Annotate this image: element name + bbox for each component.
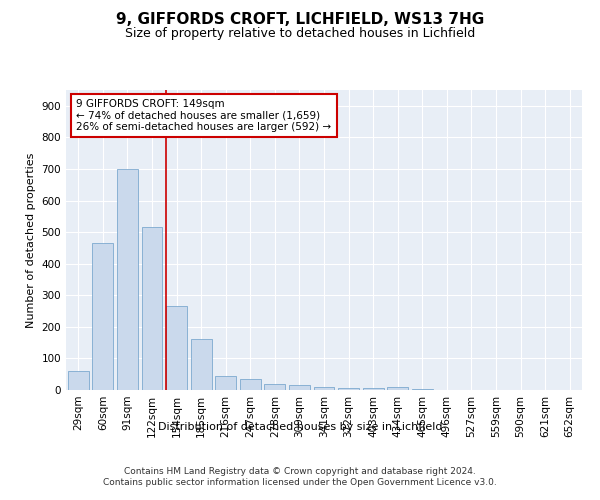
Text: Size of property relative to detached houses in Lichfield: Size of property relative to detached ho… — [125, 28, 475, 40]
Bar — [215, 376, 236, 390]
Bar — [92, 243, 113, 390]
Bar — [289, 386, 310, 390]
Bar — [117, 169, 138, 390]
Bar — [265, 384, 286, 390]
Bar — [338, 388, 359, 390]
Bar — [240, 379, 261, 390]
Bar — [166, 306, 187, 390]
Bar — [142, 228, 163, 390]
Bar — [314, 387, 334, 390]
Bar — [191, 340, 212, 390]
Text: 9, GIFFORDS CROFT, LICHFIELD, WS13 7HG: 9, GIFFORDS CROFT, LICHFIELD, WS13 7HG — [116, 12, 484, 28]
Bar — [362, 388, 383, 390]
Bar — [68, 371, 89, 390]
Text: 9 GIFFORDS CROFT: 149sqm
← 74% of detached houses are smaller (1,659)
26% of sem: 9 GIFFORDS CROFT: 149sqm ← 74% of detach… — [76, 99, 331, 132]
Text: Distribution of detached houses by size in Lichfield: Distribution of detached houses by size … — [158, 422, 442, 432]
Text: Contains HM Land Registry data © Crown copyright and database right 2024.
Contai: Contains HM Land Registry data © Crown c… — [103, 468, 497, 487]
Bar — [387, 387, 408, 390]
Y-axis label: Number of detached properties: Number of detached properties — [26, 152, 36, 328]
